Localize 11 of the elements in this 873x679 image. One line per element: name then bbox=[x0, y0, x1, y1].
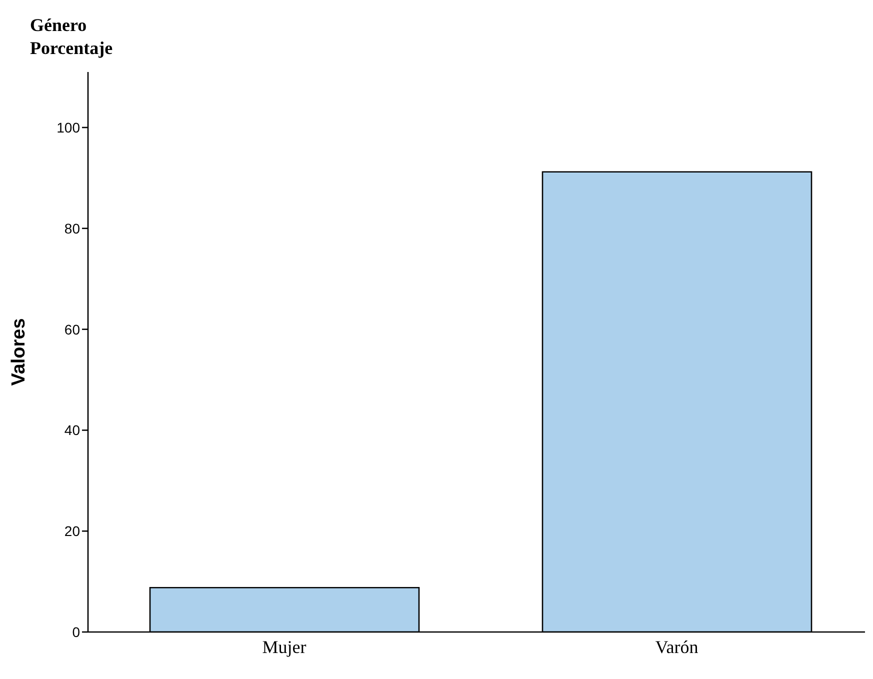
x-tick-label: Varón bbox=[655, 636, 698, 657]
y-axis-title: Valores bbox=[8, 318, 30, 386]
y-tick-label: 40 bbox=[64, 422, 80, 438]
y-tick-label: 60 bbox=[64, 321, 80, 338]
y-tick-label: 80 bbox=[64, 220, 80, 236]
y-tick-label: 0 bbox=[72, 624, 80, 640]
x-tick-label: Mujer bbox=[262, 636, 306, 657]
y-tick-label: 20 bbox=[64, 523, 80, 540]
y-tick-label: 100 bbox=[56, 119, 80, 136]
chart-subtitle: Porcentaje bbox=[30, 37, 113, 60]
chart-title: Género bbox=[30, 14, 88, 37]
